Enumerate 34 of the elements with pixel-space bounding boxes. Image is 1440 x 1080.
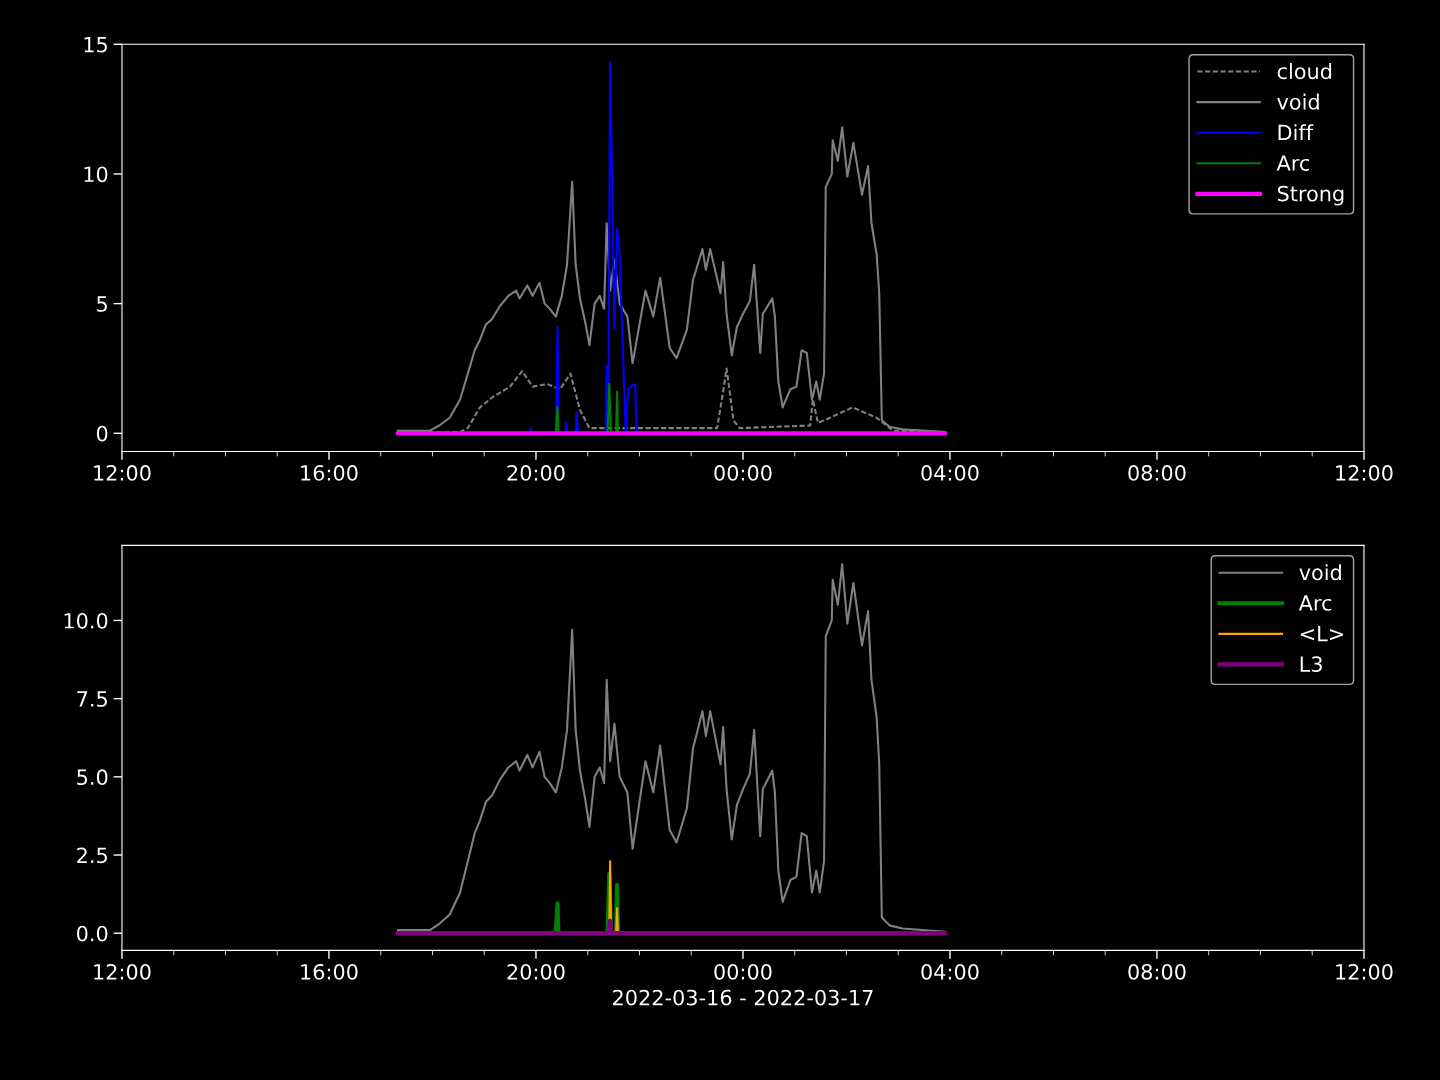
y-tick-label: 10 — [84, 166, 108, 183]
x-tick-label: 04:00 — [921, 963, 979, 980]
line-series — [396, 563, 946, 933]
y-tick-label: 2.5 — [77, 847, 107, 864]
y-tick-label: 15 — [84, 37, 107, 53]
legend-label: void — [1277, 93, 1319, 110]
legend-label: void — [1299, 564, 1341, 581]
x-tick-label: 12:00 — [94, 963, 151, 980]
legend-label: Strong — [1277, 185, 1344, 206]
x-tick-label: 04:00 — [921, 465, 979, 481]
y-tick-label: 0 — [96, 425, 108, 442]
legend-label: Diff — [1278, 124, 1314, 141]
legend-label: Arc — [1298, 595, 1332, 611]
x-tick-label: 08:00 — [1128, 465, 1186, 481]
x-axis-title: 2022-03-16 - 2022-03-17 — [613, 989, 873, 1006]
x-tick-label: 16:00 — [301, 465, 358, 481]
x-tick-label: 20:00 — [507, 963, 565, 980]
x-tick-label: 12:00 — [1336, 465, 1393, 481]
y-tick-label: 7.5 — [77, 691, 107, 707]
x-tick-label: 00:00 — [714, 963, 772, 980]
y-tick-label: 5.0 — [77, 769, 108, 786]
y-tick-label: 0.0 — [77, 925, 108, 942]
x-tick-label: 16:00 — [301, 963, 358, 980]
y-tick-label: 10.0 — [64, 612, 108, 629]
x-tick-label: 08:00 — [1128, 963, 1186, 980]
legend-label: Arc — [1276, 155, 1310, 171]
legend-label: L3 — [1300, 656, 1322, 673]
x-tick-label: 12:00 — [1336, 963, 1393, 980]
x-tick-label: 12:00 — [94, 465, 151, 481]
x-tick-label: 00:00 — [714, 465, 772, 481]
legend-label: <L> — [1300, 625, 1343, 642]
legend-label: cloud — [1277, 63, 1332, 80]
x-tick-label: 20:00 — [507, 465, 565, 481]
y-tick-label: 5 — [97, 296, 107, 312]
